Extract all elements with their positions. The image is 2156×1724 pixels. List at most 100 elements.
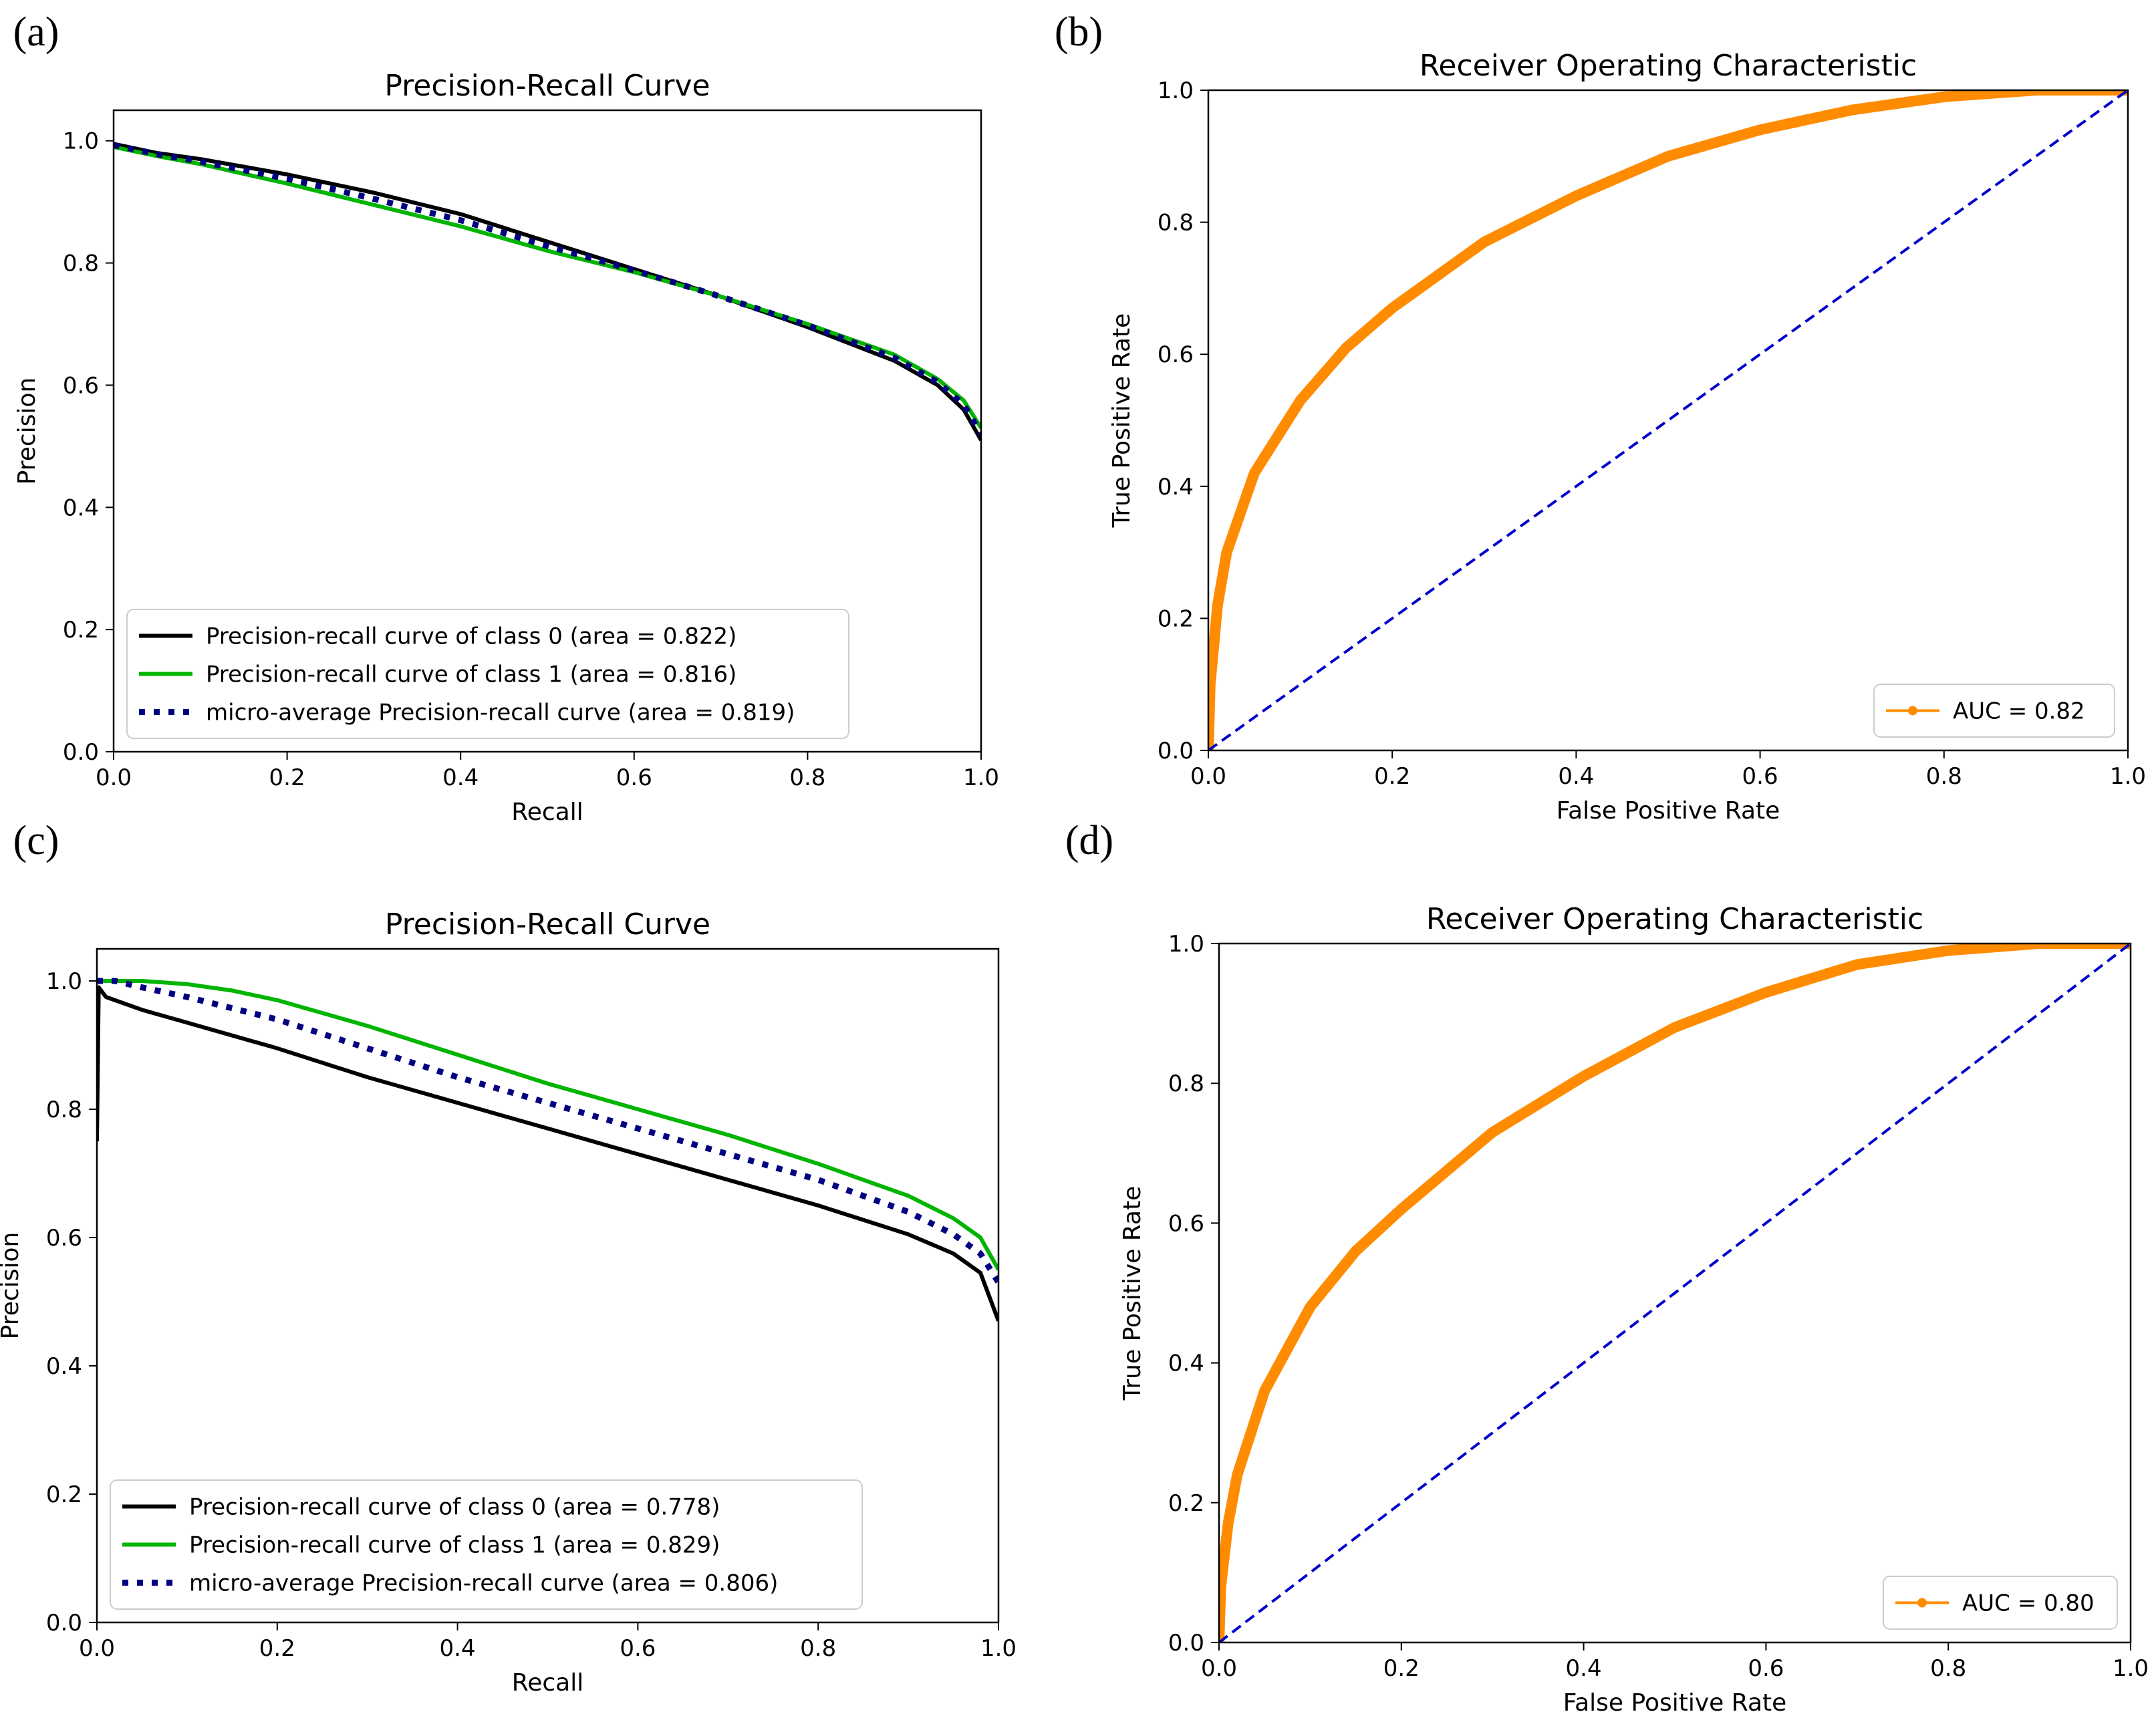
y-tick-label: 1.0 <box>63 128 99 155</box>
series-line-0 <box>97 985 998 1322</box>
y-tick-label: 0.8 <box>1158 210 1194 237</box>
x-axis-label: Recall <box>512 1669 583 1697</box>
axes-frame <box>96 948 1000 1624</box>
panel-2: (c) Precision-Recall Curve 0.0 0.2 0.4 0.6 0.8… <box>0 818 1017 1697</box>
y-tick-label: 0.4 <box>46 1353 82 1380</box>
x-tick-label: 0.2 <box>1383 1655 1420 1682</box>
legend: AUC = 0.80 <box>1883 1576 2118 1630</box>
x-axis-label: False Positive Rate <box>1563 1689 1787 1717</box>
legend-entry-0: Precision-recall curve of class 0 (area … <box>206 623 736 650</box>
legend-entry-2: micro-average Precision-recall curve (ar… <box>189 1570 778 1597</box>
panel-letter: (c) <box>13 818 59 863</box>
x-axis-label: Recall <box>511 799 583 826</box>
x-tick-label: 0.2 <box>1374 763 1410 790</box>
x-axis-label: False Positive Rate <box>1557 797 1780 825</box>
series-line-0 <box>1208 90 2128 750</box>
legend-box <box>110 1479 863 1610</box>
legend-entry-2: micro-average Precision-recall curve (ar… <box>206 700 795 726</box>
x-tick-label: 0.8 <box>1930 1655 1966 1682</box>
legend: Precision-recall curve of class 0 (area … <box>110 1479 863 1610</box>
panel-letter: (b) <box>1055 9 1103 55</box>
plot-area <box>1219 944 2131 1642</box>
y-tick-label: 0.0 <box>1168 1630 1204 1657</box>
x-tick-label: 0.4 <box>1558 763 1594 790</box>
chart-title: Precision-Recall Curve <box>385 907 710 942</box>
y-tick-label: 0.4 <box>1168 1350 1204 1377</box>
series-line-2 <box>97 978 998 1284</box>
x-tick-label: 1.0 <box>980 1635 1017 1662</box>
y-tick-label: 1.0 <box>1168 931 1204 958</box>
y-tick-label: 1.0 <box>1158 78 1194 104</box>
x-tick-label: 1.0 <box>2110 763 2146 790</box>
x-tick-label: 0.0 <box>1190 763 1226 790</box>
x-tick-label: 1.0 <box>2113 1655 2149 1682</box>
y-tick-label: 0.2 <box>1168 1490 1204 1517</box>
legend-box <box>1873 684 2115 738</box>
y-tick-label: 0.6 <box>1168 1210 1204 1237</box>
y-tick-label: 0.8 <box>1168 1070 1204 1097</box>
y-tick-label: 0.2 <box>1158 605 1194 632</box>
legend-entry-0: Precision-recall curve of class 0 (area … <box>189 1494 720 1521</box>
y-tick-label: 0.8 <box>63 251 99 277</box>
legend-entry-0: AUC = 0.80 <box>1962 1590 2095 1617</box>
chart-title: Precision-Recall Curve <box>384 69 710 103</box>
legend-box <box>1883 1576 2118 1630</box>
series-line-1 <box>1208 90 2128 750</box>
x-tick-label: 0.6 <box>1742 763 1778 790</box>
x-tick-label: 1.0 <box>963 764 999 791</box>
y-tick-label: 1.0 <box>46 968 82 995</box>
y-tick-label: 0.6 <box>1158 341 1194 368</box>
x-tick-label: 0.4 <box>1566 1655 1602 1682</box>
x-tick-label: 0.2 <box>269 764 305 791</box>
x-tick-label: 0.4 <box>442 764 479 791</box>
axes-frame <box>1207 89 2129 752</box>
y-tick-label: 0.6 <box>63 372 99 399</box>
legend-marker <box>1917 1598 1927 1608</box>
chart-title: Receiver Operating Characteristic <box>1420 49 1917 83</box>
y-tick-label: 0.0 <box>46 1610 82 1636</box>
y-axis-label: Precision <box>0 1232 24 1340</box>
y-axis-label: True Positive Rate <box>1119 1186 1146 1401</box>
x-tick-label: 0.8 <box>789 764 825 791</box>
x-tick-label: 0.2 <box>259 1635 295 1662</box>
series-line-2 <box>114 142 981 436</box>
legend-box <box>126 609 849 739</box>
plot-area <box>1208 90 2128 750</box>
x-tick-label: 0.8 <box>800 1635 836 1662</box>
panel-letter: (d) <box>1065 818 1113 863</box>
series-line-1 <box>114 144 981 430</box>
y-tick-label: 0.6 <box>46 1225 82 1252</box>
legend: AUC = 0.82 <box>1873 684 2115 738</box>
legend-entry-1: Precision-recall curve of class 1 (area … <box>189 1532 720 1559</box>
y-tick-label: 0.0 <box>63 739 99 766</box>
chart-title: Receiver Operating Characteristic <box>1426 902 1923 936</box>
y-tick-label: 0.0 <box>1158 738 1194 764</box>
x-tick-label: 0.6 <box>620 1635 656 1662</box>
y-tick-label: 0.2 <box>63 617 99 643</box>
x-tick-label: 0.0 <box>96 764 132 791</box>
x-tick-label: 0.6 <box>616 764 652 791</box>
series-line-1 <box>97 979 998 1271</box>
y-axis-label: True Positive Rate <box>1108 313 1135 529</box>
y-axis-label: Precision <box>13 378 41 485</box>
series-line-1 <box>1219 944 2131 1642</box>
x-tick-label: 0.0 <box>79 1635 115 1662</box>
series-line-0 <box>114 142 981 442</box>
axes-frame <box>112 109 982 753</box>
y-tick-label: 0.4 <box>1158 474 1194 500</box>
legend-entry-1: Precision-recall curve of class 1 (area … <box>206 662 736 688</box>
panel-0: (a) Precision-Recall Curve 0.0 0.2 0.4 0.6 0.8… <box>13 9 999 826</box>
plot-area <box>114 142 981 442</box>
series-line-0 <box>1219 944 2131 1642</box>
legend: Precision-recall curve of class 0 (area … <box>126 609 849 739</box>
plot-area <box>97 978 998 1322</box>
y-tick-label: 0.8 <box>46 1097 82 1123</box>
x-tick-label: 0.0 <box>1201 1655 1237 1682</box>
x-tick-label: 0.4 <box>440 1635 476 1662</box>
y-tick-label: 0.2 <box>46 1481 82 1508</box>
axes-frame <box>1218 942 2132 1644</box>
panel-letter: (a) <box>13 9 59 55</box>
